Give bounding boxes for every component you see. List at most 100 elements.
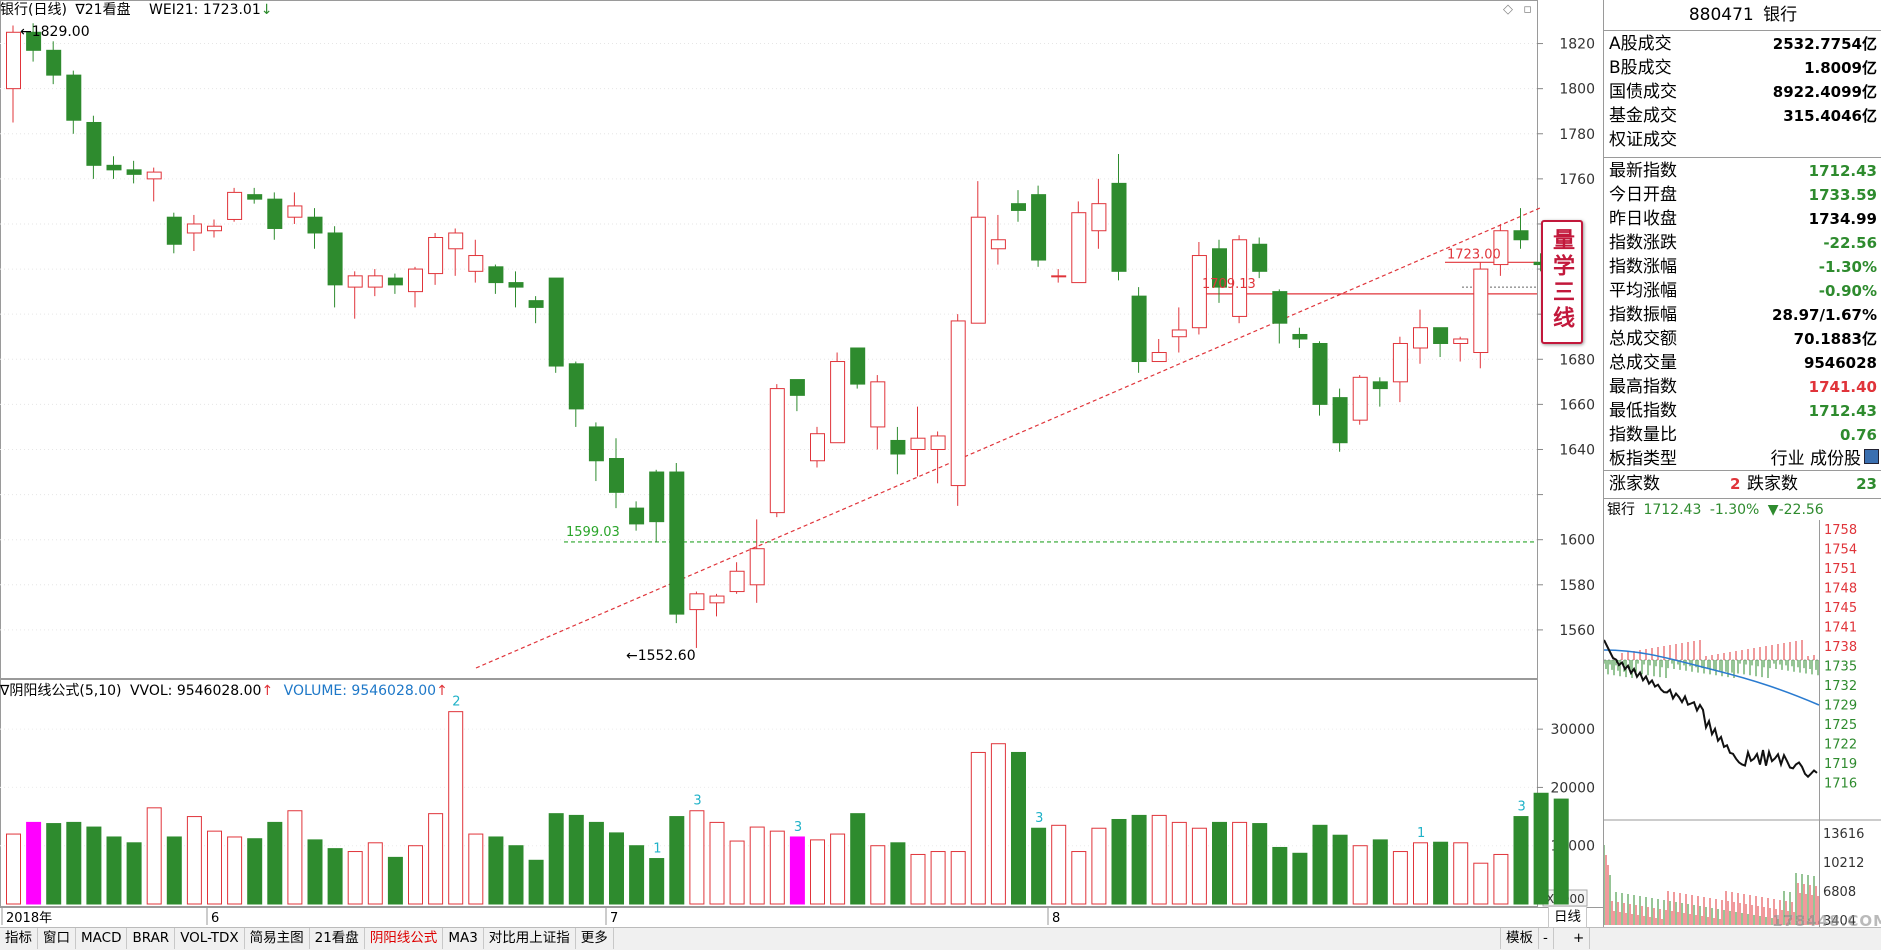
- candle[interactable]: [1392, 336, 1408, 403]
- candle[interactable]: [1091, 178, 1107, 249]
- candle[interactable]: [6, 25, 21, 123]
- candle[interactable]: [1131, 287, 1147, 373]
- candle[interactable]: [186, 214, 202, 252]
- intraday-mini-chart[interactable]: 1758 1754 1751 1748 1745 1741 1738 1735 1732 1729…: [1604, 520, 1881, 927]
- candle[interactable]: [26, 23, 42, 62]
- candle[interactable]: [1272, 289, 1288, 344]
- candle[interactable]: [1413, 309, 1428, 364]
- candle[interactable]: [367, 269, 383, 297]
- tab-10[interactable]: 更多: [576, 928, 614, 949]
- candle[interactable]: [890, 426, 906, 475]
- candle[interactable]: [327, 226, 343, 308]
- candle[interactable]: [1212, 239, 1227, 303]
- candle[interactable]: [66, 70, 82, 134]
- candle[interactable]: [588, 422, 604, 482]
- candle[interactable]: [990, 214, 1006, 265]
- candle[interactable]: [247, 187, 263, 204]
- candle[interactable]: [387, 273, 403, 294]
- candle[interactable]: [287, 192, 303, 224]
- candle[interactable]: [146, 167, 162, 202]
- candle[interactable]: [1151, 338, 1167, 363]
- candle[interactable]: [508, 271, 524, 308]
- tab-7[interactable]: 阴阳线公式: [365, 928, 444, 949]
- candle[interactable]: [428, 232, 444, 285]
- diamond-icon[interactable]: ◇: [1503, 2, 1513, 17]
- candle[interactable]: [1292, 327, 1308, 348]
- candle[interactable]: [488, 264, 504, 294]
- candle[interactable]: [729, 562, 745, 594]
- candle[interactable]: [106, 156, 122, 179]
- window-icon[interactable]: ▫: [1523, 2, 1532, 17]
- tab-21-label[interactable]: 21看盘: [84, 2, 131, 18]
- candle[interactable]: [528, 296, 544, 324]
- volume-marker[interactable]: ∇: [0, 683, 10, 699]
- candle[interactable]: [1111, 154, 1127, 281]
- candle[interactable]: [1433, 327, 1449, 358]
- candle[interactable]: [166, 212, 182, 254]
- candle[interactable]: [789, 379, 805, 412]
- candle[interactable]: [1372, 377, 1388, 407]
- candle[interactable]: [1493, 223, 1509, 276]
- period-button[interactable]: 日线: [1548, 906, 1587, 928]
- tab-5[interactable]: 简易主图: [245, 928, 310, 949]
- candle[interactable]: [1513, 208, 1529, 249]
- candle[interactable]: [1232, 235, 1248, 324]
- candle[interactable]: [468, 239, 484, 283]
- candle[interactable]: [749, 519, 765, 603]
- chart-area[interactable]: 1560158016001640166016801760178018001820…: [0, 0, 1603, 927]
- candle[interactable]: [910, 406, 926, 477]
- candle[interactable]: [227, 187, 243, 222]
- template-button[interactable]: 模板: [1500, 928, 1539, 949]
- candle[interactable]: [1071, 201, 1087, 284]
- candle[interactable]: [629, 501, 645, 531]
- tab-6[interactable]: 21看盘: [310, 928, 365, 949]
- candle[interactable]: [1191, 242, 1207, 335]
- candle[interactable]: [568, 361, 584, 427]
- candle[interactable]: [810, 426, 825, 468]
- tab-1[interactable]: 窗口: [38, 928, 76, 949]
- zoom-out-button[interactable]: -: [1538, 928, 1554, 949]
- candle[interactable]: [448, 228, 464, 276]
- candle[interactable]: [669, 463, 685, 624]
- candle[interactable]: [267, 192, 283, 240]
- tab-2[interactable]: MACD: [76, 928, 128, 949]
- candle[interactable]: [307, 208, 323, 249]
- candle[interactable]: [1011, 190, 1026, 222]
- candle[interactable]: [870, 375, 886, 450]
- candle[interactable]: [1312, 341, 1328, 416]
- constituent-icon[interactable]: [1864, 449, 1879, 464]
- candle[interactable]: [950, 314, 966, 506]
- candle[interactable]: [769, 384, 785, 518]
- candle[interactable]: [689, 591, 705, 648]
- candle[interactable]: [850, 347, 866, 389]
- candle[interactable]: [1453, 336, 1469, 362]
- candle[interactable]: [1031, 185, 1047, 267]
- tab-8[interactable]: MA3: [443, 928, 484, 949]
- candle[interactable]: [46, 41, 62, 85]
- candle[interactable]: [649, 469, 665, 542]
- candle[interactable]: [408, 266, 423, 308]
- candle[interactable]: [347, 271, 363, 319]
- candle[interactable]: [970, 181, 986, 324]
- candle[interactable]: [709, 593, 725, 617]
- candle[interactable]: [126, 160, 142, 184]
- tab-0[interactable]: 指标: [0, 928, 38, 949]
- candle[interactable]: [930, 431, 946, 484]
- candle[interactable]: [86, 115, 102, 179]
- candle[interactable]: [1332, 388, 1348, 452]
- volume-label: VOLUME: 9546028.00: [283, 683, 437, 699]
- candle[interactable]: [1473, 262, 1489, 369]
- tab-9[interactable]: 对比用上证指: [484, 928, 576, 949]
- candle[interactable]: [207, 219, 222, 238]
- candle[interactable]: [1051, 269, 1067, 283]
- tab-4[interactable]: VOL-TDX: [175, 928, 245, 949]
- candle[interactable]: [1252, 237, 1268, 279]
- zoom-in-button[interactable]: +: [1568, 928, 1591, 949]
- candle[interactable]: [830, 352, 846, 444]
- candle[interactable]: [609, 438, 624, 509]
- tab-3[interactable]: BRAR: [127, 928, 176, 949]
- candle[interactable]: [548, 277, 564, 373]
- candle[interactable]: [1352, 375, 1368, 425]
- candle[interactable]: [1171, 307, 1187, 353]
- period-marker[interactable]: ∇: [75, 2, 85, 18]
